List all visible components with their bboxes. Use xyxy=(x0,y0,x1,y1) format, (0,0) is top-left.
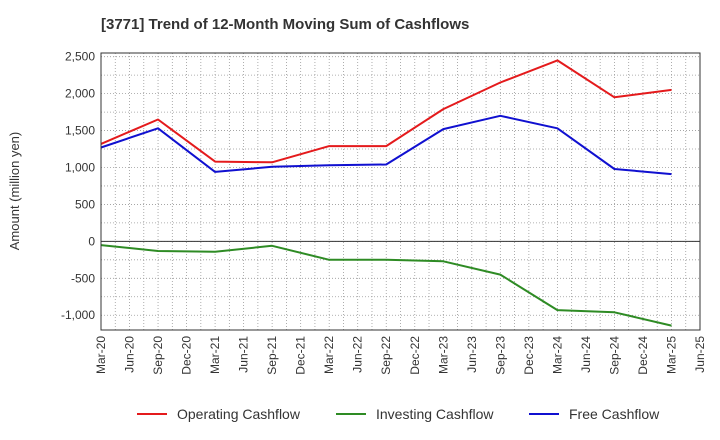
x-tick-label: Dec-24 xyxy=(636,336,650,375)
x-tick-label: Jun-25 xyxy=(693,336,707,373)
y-tick-label: 1,500 xyxy=(65,124,95,138)
x-tick-label: Dec-21 xyxy=(294,336,308,375)
x-tick-label: Sep-23 xyxy=(493,336,507,375)
series-lines xyxy=(100,59,672,327)
legend-label: Operating Cashflow xyxy=(177,406,301,422)
grid-lines xyxy=(100,53,701,330)
x-tick-label: Dec-22 xyxy=(408,336,422,375)
x-tick-label: Sep-22 xyxy=(379,336,393,375)
x-tick-label: Jun-20 xyxy=(123,336,137,373)
legend: Operating Cashflow Investing Cashflow Free… xyxy=(137,406,660,422)
y-tick-label: 2,500 xyxy=(65,50,95,64)
legend-label: Free Cashflow xyxy=(569,406,660,422)
legend-label: Investing Cashflow xyxy=(376,406,494,422)
y-axis-label: Amount (million yen) xyxy=(7,132,22,251)
x-axis-ticks: Mar-20 Jun-20 Sep-20 Dec-20 Mar-21 Jun-21 Sep-… xyxy=(94,336,707,375)
x-tick-label: Mar-25 xyxy=(664,336,678,374)
plot-border xyxy=(100,52,701,331)
x-tick-label: Mar-21 xyxy=(208,336,222,374)
x-tick-label: Mar-20 xyxy=(94,336,108,374)
x-tick-label: Mar-22 xyxy=(322,336,336,374)
x-tick-label: Sep-20 xyxy=(151,336,165,375)
x-tick-label: Mar-24 xyxy=(550,336,564,374)
y-tick-label: 1,000 xyxy=(65,160,95,174)
x-tick-label: Dec-23 xyxy=(522,336,536,375)
x-tick-label: Jun-21 xyxy=(237,336,251,373)
y-tick-label: 500 xyxy=(75,197,95,211)
x-tick-label: Jun-24 xyxy=(579,336,593,373)
y-tick-label: 2,000 xyxy=(65,87,95,101)
y-tick-label: -500 xyxy=(71,271,95,285)
x-tick-label: Jun-23 xyxy=(465,336,479,373)
x-tick-label: Mar-23 xyxy=(436,336,450,374)
x-tick-label: Jun-22 xyxy=(351,336,365,373)
y-tick-label: -1,000 xyxy=(61,308,95,322)
chart-title: [3771] Trend of 12-Month Moving Sum of C… xyxy=(101,16,469,33)
series-line-investing-cashflow xyxy=(100,244,672,327)
x-tick-label: Sep-21 xyxy=(265,336,279,375)
x-tick-label: Dec-20 xyxy=(180,336,194,375)
x-tick-label: Sep-24 xyxy=(607,336,621,375)
series-line-operating-cashflow xyxy=(100,59,672,164)
y-axis-ticks: -1,000 -500 0 500 1,000 1,500 2,000 2,500 xyxy=(61,50,95,323)
series-line-free-cashflow xyxy=(100,114,672,176)
y-tick-label: 0 xyxy=(88,234,95,248)
